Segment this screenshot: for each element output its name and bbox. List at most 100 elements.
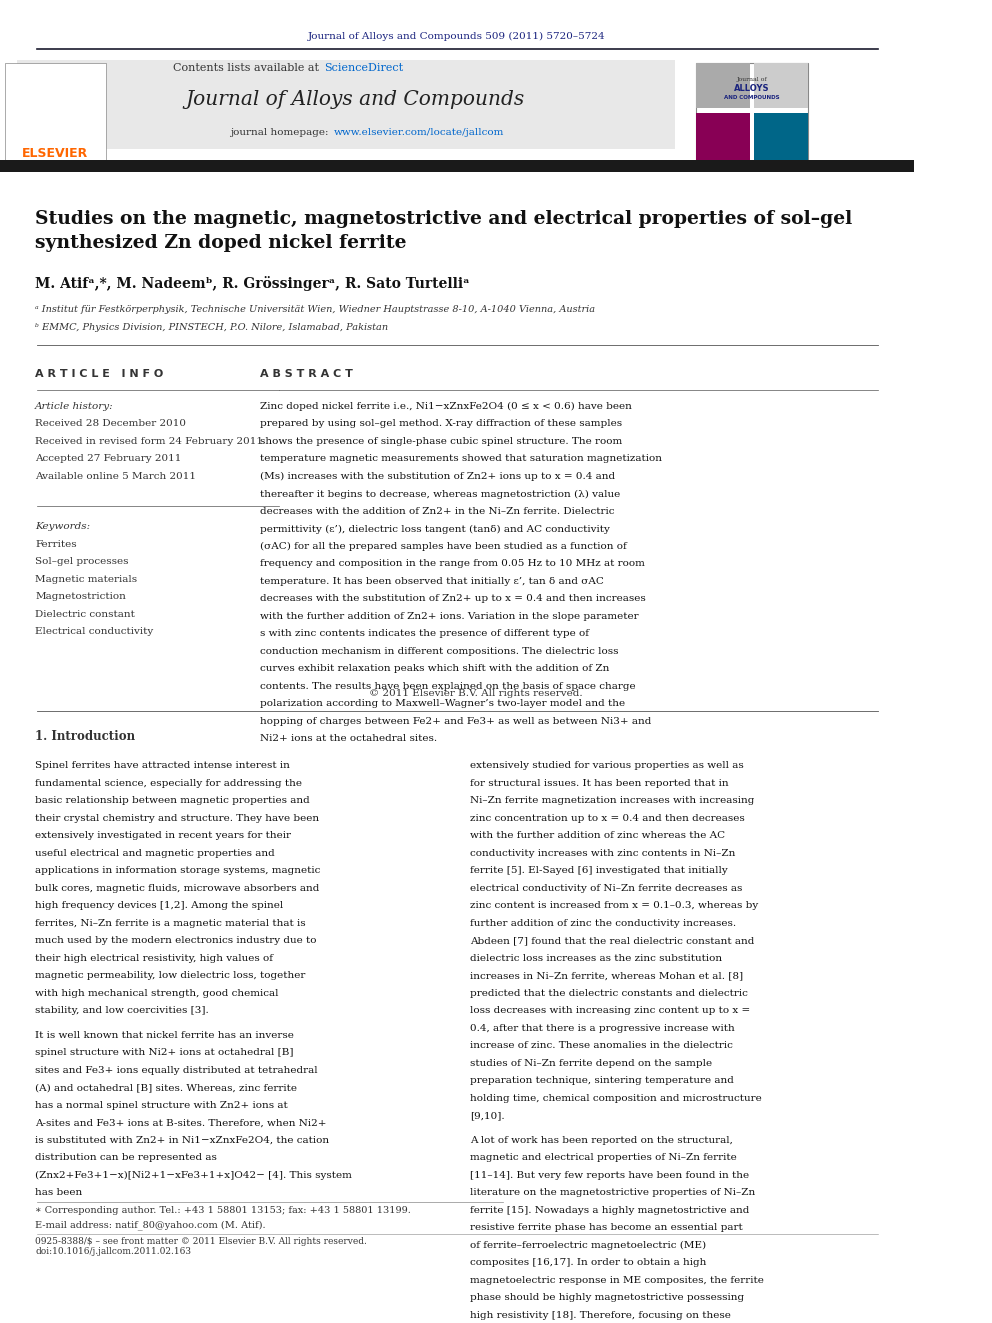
Text: ScienceDirect: ScienceDirect bbox=[324, 64, 404, 73]
Text: further addition of zinc the conductivity increases.: further addition of zinc the conductivit… bbox=[470, 919, 736, 927]
Text: bulk cores, magnetic fluids, microwave absorbers and: bulk cores, magnetic fluids, microwave a… bbox=[35, 884, 319, 893]
Text: extensively studied for various properties as well as: extensively studied for various properti… bbox=[470, 761, 744, 770]
Text: is substituted with Zn2+ in Ni1−xZnxFe2O4, the cation: is substituted with Zn2+ in Ni1−xZnxFe2O… bbox=[35, 1136, 329, 1144]
Text: applications in information storage systems, magnetic: applications in information storage syst… bbox=[35, 867, 320, 876]
Text: spinel structure with Ni2+ ions at octahedral [B]: spinel structure with Ni2+ ions at octah… bbox=[35, 1048, 294, 1057]
Text: has been: has been bbox=[35, 1188, 82, 1197]
Text: ELSEVIER: ELSEVIER bbox=[22, 147, 88, 160]
Text: Sol–gel processes: Sol–gel processes bbox=[35, 557, 129, 566]
Text: with high mechanical strength, good chemical: with high mechanical strength, good chem… bbox=[35, 988, 279, 998]
Text: predicted that the dielectric constants and dielectric: predicted that the dielectric constants … bbox=[470, 988, 748, 998]
Text: ᵇ EMMC, Physics Division, PINSTECH, P.O. Nilore, Islamabad, Pakistan: ᵇ EMMC, Physics Division, PINSTECH, P.O.… bbox=[35, 323, 388, 332]
Text: A B S T R A C T: A B S T R A C T bbox=[260, 369, 353, 378]
Text: loss decreases with increasing zinc content up to x =: loss decreases with increasing zinc cont… bbox=[470, 1007, 750, 1015]
Bar bbox=[695, 64, 750, 108]
Text: magnetoelectric response in ME composites, the ferrite: magnetoelectric response in ME composite… bbox=[470, 1275, 764, 1285]
Text: ferrite [15]. Nowadays a highly magnetostrictive and: ferrite [15]. Nowadays a highly magnetos… bbox=[470, 1205, 749, 1215]
Text: Zinc doped nickel ferrite i.e., Ni1−xZnxFe2O4 (0 ≤ x < 0.6) have been: Zinc doped nickel ferrite i.e., Ni1−xZnx… bbox=[260, 402, 632, 411]
Text: of ferrite–ferroelectric magnetoelectric (ME): of ferrite–ferroelectric magnetoelectric… bbox=[470, 1241, 706, 1250]
FancyBboxPatch shape bbox=[5, 64, 106, 163]
Text: distribution can be represented as: distribution can be represented as bbox=[35, 1154, 217, 1163]
Bar bbox=[0, 160, 914, 172]
Text: A-sites and Fe3+ ions at B-sites. Therefore, when Ni2+: A-sites and Fe3+ ions at B-sites. Theref… bbox=[35, 1118, 326, 1127]
Text: temperature. It has been observed that initially ε’, tan δ and σAC: temperature. It has been observed that i… bbox=[260, 577, 604, 586]
Text: ALLOYS: ALLOYS bbox=[734, 83, 770, 93]
Text: their high electrical resistivity, high values of: their high electrical resistivity, high … bbox=[35, 954, 273, 963]
Text: Accepted 27 February 2011: Accepted 27 February 2011 bbox=[35, 455, 182, 463]
Text: (Ms) increases with the substitution of Zn2+ ions up to x = 0.4 and: (Ms) increases with the substitution of … bbox=[260, 472, 615, 482]
Text: prepared by using sol–gel method. X-ray diffraction of these samples: prepared by using sol–gel method. X-ray … bbox=[260, 419, 622, 429]
FancyBboxPatch shape bbox=[17, 60, 676, 149]
Text: basic relationship between magnetic properties and: basic relationship between magnetic prop… bbox=[35, 796, 310, 806]
Text: Ni2+ ions at the octahedral sites.: Ni2+ ions at the octahedral sites. bbox=[260, 734, 437, 744]
Text: 0925-8388/$ – see front matter © 2011 Elsevier B.V. All rights reserved.: 0925-8388/$ – see front matter © 2011 El… bbox=[35, 1237, 367, 1246]
Text: electrical conductivity of Ni–Zn ferrite decreases as: electrical conductivity of Ni–Zn ferrite… bbox=[470, 884, 742, 893]
Text: high frequency devices [1,2]. Among the spinel: high frequency devices [1,2]. Among the … bbox=[35, 901, 284, 910]
Text: thereafter it begins to decrease, whereas magnetostriction (λ) value: thereafter it begins to decrease, wherea… bbox=[260, 490, 620, 499]
Text: Abdeen [7] found that the real dielectric constant and: Abdeen [7] found that the real dielectri… bbox=[470, 937, 754, 946]
Text: extensively investigated in recent years for their: extensively investigated in recent years… bbox=[35, 831, 291, 840]
Text: magnetic permeability, low dielectric loss, together: magnetic permeability, low dielectric lo… bbox=[35, 971, 306, 980]
Text: www.elsevier.com/locate/jallcom: www.elsevier.com/locate/jallcom bbox=[333, 128, 504, 136]
Text: Journal of Alloys and Compounds 509 (2011) 5720–5724: Journal of Alloys and Compounds 509 (201… bbox=[309, 32, 606, 41]
Text: magnetic and electrical properties of Ni–Zn ferrite: magnetic and electrical properties of Ni… bbox=[470, 1154, 737, 1163]
Text: permittivity (ε’), dielectric loss tangent (tanδ) and AC conductivity: permittivity (ε’), dielectric loss tange… bbox=[260, 524, 610, 533]
FancyBboxPatch shape bbox=[695, 64, 808, 163]
Text: literature on the magnetostrictive properties of Ni–Zn: literature on the magnetostrictive prope… bbox=[470, 1188, 755, 1197]
Text: curves exhibit relaxation peaks which shift with the addition of Zn: curves exhibit relaxation peaks which sh… bbox=[260, 664, 609, 673]
Text: Received 28 December 2010: Received 28 December 2010 bbox=[35, 419, 186, 429]
Text: ᵃ Institut für Festkörperphysik, Technische Universität Wien, Wiedner Hauptstras: ᵃ Institut für Festkörperphysik, Technis… bbox=[35, 304, 595, 314]
Text: © 2011 Elsevier B.V. All rights reserved.: © 2011 Elsevier B.V. All rights reserved… bbox=[369, 688, 582, 697]
Text: (σAC) for all the prepared samples have been studied as a function of: (σAC) for all the prepared samples have … bbox=[260, 542, 627, 552]
Text: hopping of charges between Fe2+ and Fe3+ as well as between Ni3+ and: hopping of charges between Fe2+ and Fe3+… bbox=[260, 717, 651, 726]
Text: stability, and low coercivities [3].: stability, and low coercivities [3]. bbox=[35, 1007, 208, 1015]
Text: Electrical conductivity: Electrical conductivity bbox=[35, 627, 154, 636]
Text: useful electrical and magnetic properties and: useful electrical and magnetic propertie… bbox=[35, 849, 275, 857]
Text: A R T I C L E   I N F O: A R T I C L E I N F O bbox=[35, 369, 164, 378]
Text: their crystal chemistry and structure. They have been: their crystal chemistry and structure. T… bbox=[35, 814, 319, 823]
Text: phase should be highly magnetostrictive possessing: phase should be highly magnetostrictive … bbox=[470, 1294, 744, 1302]
Text: decreases with the addition of Zn2+ in the Ni–Zn ferrite. Dielectric: decreases with the addition of Zn2+ in t… bbox=[260, 507, 614, 516]
Text: Keywords:: Keywords: bbox=[35, 523, 90, 531]
Text: [9,10].: [9,10]. bbox=[470, 1111, 505, 1121]
Text: decreases with the substitution of Zn2+ up to x = 0.4 and then increases: decreases with the substitution of Zn2+ … bbox=[260, 594, 646, 603]
Text: Journal of: Journal of bbox=[736, 77, 767, 82]
Text: s with zinc contents indicates the presence of different type of: s with zinc contents indicates the prese… bbox=[260, 630, 589, 639]
Text: much used by the modern electronics industry due to: much used by the modern electronics indu… bbox=[35, 937, 316, 946]
Text: composites [16,17]. In order to obtain a high: composites [16,17]. In order to obtain a… bbox=[470, 1258, 706, 1267]
Text: conduction mechanism in different compositions. The dielectric loss: conduction mechanism in different compos… bbox=[260, 647, 618, 656]
Text: It is well known that nickel ferrite has an inverse: It is well known that nickel ferrite has… bbox=[35, 1031, 294, 1040]
Text: Ferrites: Ferrites bbox=[35, 540, 76, 549]
Text: journal homepage:: journal homepage: bbox=[230, 128, 331, 136]
Text: 0.4, after that there is a progressive increase with: 0.4, after that there is a progressive i… bbox=[470, 1024, 735, 1033]
Text: M. Atifᵃ,*, M. Nadeemᵇ, R. Grössingerᵃ, R. Sato Turtelliᵃ: M. Atifᵃ,*, M. Nadeemᵇ, R. Grössingerᵃ, … bbox=[35, 277, 469, 291]
Text: sites and Fe3+ ions equally distributed at tetrahedral: sites and Fe3+ ions equally distributed … bbox=[35, 1066, 317, 1074]
Text: zinc concentration up to x = 0.4 and then decreases: zinc concentration up to x = 0.4 and the… bbox=[470, 814, 745, 823]
Text: E-mail address: natif_80@yahoo.com (M. Atif).: E-mail address: natif_80@yahoo.com (M. A… bbox=[35, 1220, 266, 1230]
Bar bbox=[695, 112, 750, 163]
Text: frequency and composition in the range from 0.05 Hz to 10 MHz at room: frequency and composition in the range f… bbox=[260, 560, 645, 569]
Text: Magnetic materials: Magnetic materials bbox=[35, 574, 137, 583]
Text: ferrite [5]. El-Sayed [6] investigated that initially: ferrite [5]. El-Sayed [6] investigated t… bbox=[470, 867, 728, 876]
Text: Spinel ferrites have attracted intense interest in: Spinel ferrites have attracted intense i… bbox=[35, 761, 290, 770]
Text: 1. Introduction: 1. Introduction bbox=[35, 730, 135, 744]
Text: fundamental science, especially for addressing the: fundamental science, especially for addr… bbox=[35, 779, 302, 789]
Text: Studies on the magnetic, magnetostrictive and electrical properties of sol–gel
s: Studies on the magnetic, magnetostrictiv… bbox=[35, 210, 852, 251]
Text: has a normal spinel structure with Zn2+ ions at: has a normal spinel structure with Zn2+ … bbox=[35, 1101, 288, 1110]
Text: Available online 5 March 2011: Available online 5 March 2011 bbox=[35, 472, 196, 482]
Text: holding time, chemical composition and microstructure: holding time, chemical composition and m… bbox=[470, 1094, 762, 1103]
Text: AND COMPOUNDS: AND COMPOUNDS bbox=[724, 95, 780, 99]
Text: with the further addition of zinc whereas the AC: with the further addition of zinc wherea… bbox=[470, 831, 725, 840]
Text: high resistivity [18]. Therefore, focusing on these: high resistivity [18]. Therefore, focusi… bbox=[470, 1311, 731, 1320]
Text: contents. The results have been explained on the basis of space charge: contents. The results have been explaine… bbox=[260, 681, 636, 691]
Text: dielectric loss increases as the zinc substitution: dielectric loss increases as the zinc su… bbox=[470, 954, 722, 963]
Text: resistive ferrite phase has become an essential part: resistive ferrite phase has become an es… bbox=[470, 1224, 743, 1232]
Text: studies of Ni–Zn ferrite depend on the sample: studies of Ni–Zn ferrite depend on the s… bbox=[470, 1058, 712, 1068]
Text: for structural issues. It has been reported that in: for structural issues. It has been repor… bbox=[470, 779, 728, 789]
Text: [11–14]. But very few reports have been found in the: [11–14]. But very few reports have been … bbox=[470, 1171, 749, 1180]
Text: Ni–Zn ferrite magnetization increases with increasing: Ni–Zn ferrite magnetization increases wi… bbox=[470, 796, 754, 806]
Text: Received in revised form 24 February 2011: Received in revised form 24 February 201… bbox=[35, 437, 263, 446]
Text: Contents lists available at: Contents lists available at bbox=[173, 64, 322, 73]
Text: Article history:: Article history: bbox=[35, 402, 114, 411]
Text: A lot of work has been reported on the structural,: A lot of work has been reported on the s… bbox=[470, 1136, 733, 1144]
